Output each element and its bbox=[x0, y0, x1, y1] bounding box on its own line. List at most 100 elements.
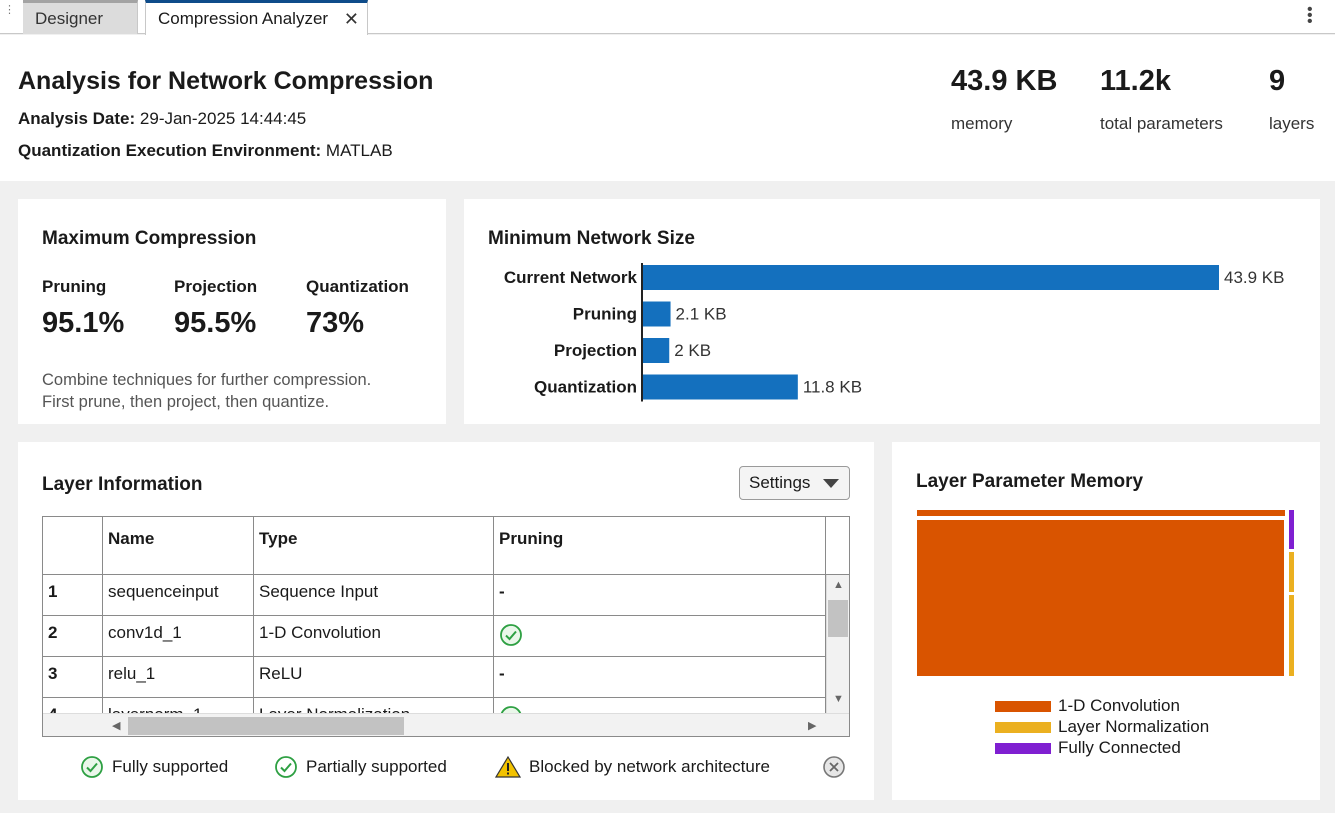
row-index: 2 bbox=[43, 616, 103, 657]
more-options-icon[interactable]: • • • bbox=[1307, 1, 1313, 30]
legend-partially-supported-label: Partially supported bbox=[306, 757, 447, 776]
layer-information-title: Layer Information bbox=[42, 474, 203, 495]
stat-memory: 43.9 KB memory bbox=[951, 65, 1057, 134]
chevron-down-icon bbox=[823, 479, 839, 488]
layer-name: conv1d_1 bbox=[103, 616, 254, 657]
projection-label: Projection bbox=[174, 277, 258, 296]
tab-strip: ⋮ Designer Compression Analyzer ✕ • • • bbox=[0, 0, 1335, 35]
scroll-up-icon[interactable]: ▲ bbox=[833, 579, 844, 591]
compression-note-line2: First prune, then project, then quantize… bbox=[42, 393, 330, 411]
legend-label-conv: 1-D Convolution bbox=[1058, 696, 1180, 715]
table-row[interactable]: 2 conv1d_1 1-D Convolution bbox=[43, 616, 826, 657]
pruning-status: - bbox=[494, 657, 826, 698]
bar[interactable] bbox=[643, 374, 798, 400]
layer-parameter-memory-title: Layer Parameter Memory bbox=[916, 471, 1144, 492]
check-icon bbox=[81, 756, 103, 778]
bar[interactable] bbox=[643, 301, 671, 327]
warning-icon bbox=[495, 755, 521, 778]
tab-designer-label: Designer bbox=[35, 9, 104, 28]
projection-value: 95.5% bbox=[174, 307, 257, 339]
bar-value-label: 2.1 KB bbox=[676, 305, 727, 324]
pruning-status bbox=[494, 616, 826, 657]
table-header: Name Type Pruning bbox=[43, 517, 849, 575]
check-icon bbox=[500, 624, 522, 646]
tab-compression-analyzer[interactable]: Compression Analyzer ✕ bbox=[145, 0, 368, 35]
layer-parameter-memory-panel: Layer Parameter Memory 1-D Convolution L… bbox=[892, 442, 1320, 800]
max-compression-panel: Maximum Compression Pruning 95.1% Projec… bbox=[18, 199, 446, 424]
row-index: 3 bbox=[43, 657, 103, 698]
treemap-tile-layernorm-1 bbox=[1289, 552, 1294, 592]
partial-check-icon bbox=[275, 756, 297, 778]
treemap-tile-layernorm-2 bbox=[1289, 595, 1294, 676]
column-header-index[interactable] bbox=[43, 517, 103, 575]
legend-swatch-layernorm bbox=[995, 722, 1051, 733]
analysis-date-label: Analysis Date: bbox=[18, 109, 136, 128]
column-header-type[interactable]: Type bbox=[254, 517, 494, 575]
legend-fully-supported-label: Fully supported bbox=[112, 757, 229, 776]
close-icon[interactable]: ✕ bbox=[343, 9, 359, 29]
quantization-value: 73% bbox=[306, 307, 365, 339]
stat-layers-label: layers bbox=[1269, 114, 1315, 133]
bar-value-label: 2 KB bbox=[674, 341, 711, 360]
stat-parameters-label: total parameters bbox=[1100, 114, 1223, 133]
bar-category-label: Pruning bbox=[573, 305, 637, 324]
max-compression-pruning: Pruning 95.1% bbox=[42, 277, 124, 340]
bar-value-label: 43.9 KB bbox=[1224, 268, 1285, 287]
horizontal-scrollbar[interactable]: ◀ ▶ bbox=[43, 713, 849, 736]
stat-memory-label: memory bbox=[951, 114, 1013, 133]
legend-blocked: Blocked by network architecture bbox=[495, 755, 770, 779]
layer-memory-treemap bbox=[917, 510, 1294, 676]
legend-not-supported bbox=[822, 755, 854, 779]
row-index: 1 bbox=[43, 575, 103, 616]
table-row[interactable]: 1 sequenceinput Sequence Input - bbox=[43, 575, 826, 616]
layer-type: ReLU bbox=[254, 657, 494, 698]
analysis-header: Analysis for Network Compression Analysi… bbox=[0, 35, 1335, 181]
column-header-name[interactable]: Name bbox=[103, 517, 254, 575]
min-network-size-panel: Minimum Network Size Current Network 43.9… bbox=[464, 199, 1320, 424]
bar[interactable] bbox=[643, 265, 1219, 290]
max-compression-projection: Projection 95.5% bbox=[174, 277, 257, 340]
scroll-left-icon[interactable]: ◀ bbox=[112, 720, 121, 732]
stat-parameters: 11.2k total parameters bbox=[1100, 65, 1223, 134]
drag-grip-icon[interactable]: ⋮ bbox=[4, 4, 15, 16]
close-circle-icon bbox=[823, 756, 845, 778]
treemap-tile-fully-connected bbox=[1289, 510, 1294, 549]
legend-swatch-fully-connected bbox=[995, 743, 1051, 754]
tab-compression-label: Compression Analyzer bbox=[158, 9, 329, 28]
settings-dropdown-button[interactable]: Settings bbox=[739, 466, 850, 500]
layer-type: Sequence Input bbox=[254, 575, 494, 616]
table-row[interactable]: 3 relu_1 ReLU - bbox=[43, 657, 826, 698]
legend-swatch-conv bbox=[995, 701, 1051, 712]
horizontal-scroll-thumb[interactable] bbox=[128, 717, 404, 735]
max-compression-title: Maximum Compression bbox=[42, 228, 257, 249]
vertical-scroll-thumb[interactable] bbox=[828, 600, 848, 637]
stat-parameters-value: 11.2k bbox=[1100, 65, 1171, 97]
column-header-pruning[interactable]: Pruning bbox=[494, 517, 826, 575]
compression-note: Combine techniques for further compressi… bbox=[42, 369, 371, 413]
legend-label-fully-connected: Fully Connected bbox=[1058, 738, 1181, 757]
pruning-status: - bbox=[494, 575, 826, 616]
legend-fully-supported: Fully supported bbox=[80, 755, 228, 779]
min-network-size-title: Minimum Network Size bbox=[488, 228, 695, 249]
quantization-label: Quantization bbox=[306, 277, 409, 296]
stat-layers: 9 layers bbox=[1269, 65, 1314, 134]
treemap-tile-conv-large bbox=[917, 520, 1284, 676]
page-title: Analysis for Network Compression bbox=[18, 67, 434, 95]
execution-environment-label: Quantization Execution Environment: bbox=[18, 141, 322, 160]
scroll-down-icon[interactable]: ▼ bbox=[833, 693, 844, 705]
analysis-date: Analysis Date: 29-Jan-2025 14:44:45 bbox=[18, 109, 306, 129]
max-compression-quantization: Quantization 73% bbox=[306, 277, 409, 340]
stat-memory-value: 43.9 KB bbox=[951, 65, 1058, 97]
bar-category-label: Current Network bbox=[504, 268, 638, 287]
legend-label-layernorm: Layer Normalization bbox=[1058, 717, 1210, 736]
vertical-scrollbar[interactable]: ▲ ▼ bbox=[826, 575, 849, 713]
bar[interactable] bbox=[643, 338, 670, 363]
tab-designer[interactable]: Designer bbox=[23, 0, 138, 34]
execution-environment: Quantization Execution Environment: MATL… bbox=[18, 141, 393, 161]
settings-label: Settings bbox=[749, 473, 811, 492]
layer-name: sequenceinput bbox=[103, 575, 254, 616]
pruning-value: 95.1% bbox=[42, 307, 125, 339]
network-size-bar-chart: Current Network 43.9 KB Pruning 2.1 KB Proje… bbox=[504, 263, 1285, 402]
layer-type: 1-D Convolution bbox=[254, 616, 494, 657]
scroll-right-icon[interactable]: ▶ bbox=[808, 720, 817, 732]
